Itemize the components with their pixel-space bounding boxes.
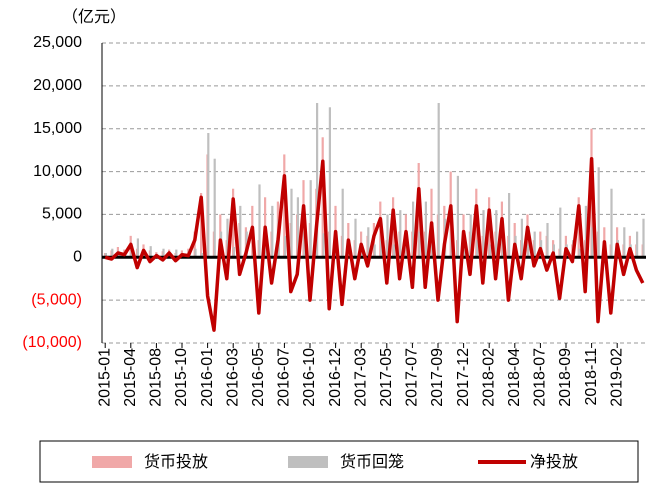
x-tick-label: 2017-05 <box>378 348 395 407</box>
bar <box>303 231 306 258</box>
bar <box>354 218 357 258</box>
bar <box>136 238 139 258</box>
bar <box>341 188 344 258</box>
x-tick-label: 2016-05 <box>250 348 267 407</box>
bar <box>488 244 491 258</box>
bar <box>463 240 466 258</box>
bar <box>597 167 600 258</box>
x-tick-label: 2017-03 <box>352 348 369 407</box>
bar <box>527 244 530 258</box>
bar <box>232 247 235 258</box>
x-tick-label: 2019-02 <box>608 348 625 407</box>
bar <box>111 248 114 258</box>
bar <box>399 210 402 258</box>
bar <box>520 218 523 258</box>
bar <box>232 188 235 258</box>
y-tick-label: 25,000 <box>33 34 82 51</box>
bar <box>392 244 395 258</box>
bar <box>508 193 511 258</box>
bar <box>162 248 165 258</box>
x-tick-label: 2016-12 <box>327 348 344 407</box>
x-tick-label: 2018-02 <box>480 348 497 407</box>
x-tick-label: 2015-08 <box>148 348 165 407</box>
x-tick-label: 2018-09 <box>557 348 574 407</box>
y-tick-label: (5,000) <box>31 291 82 308</box>
x-tick-label: 2018-07 <box>532 348 549 407</box>
legend-label: 净投放 <box>530 453 578 471</box>
bar <box>495 210 498 258</box>
bar <box>373 244 376 258</box>
bar <box>636 231 639 258</box>
bar <box>437 103 440 258</box>
bar <box>623 227 626 258</box>
x-tick-label: 2017-07 <box>404 348 421 407</box>
bar <box>200 193 203 258</box>
bar <box>476 240 479 258</box>
legend-swatch <box>288 456 328 468</box>
bar <box>367 227 370 258</box>
x-tick-label: 2017-12 <box>455 348 472 407</box>
bar <box>552 244 555 258</box>
legend-swatch <box>92 456 132 468</box>
net-line <box>104 156 645 332</box>
x-tick-label: 2016-07 <box>276 348 293 407</box>
bar <box>380 240 383 258</box>
bar <box>456 175 459 258</box>
legend-box <box>39 440 639 483</box>
bar <box>200 253 203 258</box>
bar <box>424 201 427 258</box>
x-tick-label: 2016-03 <box>224 348 241 407</box>
bar <box>226 218 229 258</box>
bar <box>207 133 210 258</box>
bar <box>533 231 536 258</box>
legend-label: 货币回笼 <box>340 453 404 471</box>
x-tick-label: 2018-11 <box>583 348 600 406</box>
y-tick-label: 15,000 <box>33 120 82 137</box>
bar <box>322 233 325 258</box>
bar <box>104 253 107 258</box>
x-tick-label: 2017-09 <box>429 348 446 407</box>
bar <box>213 158 216 258</box>
x-tick-label: 2015-10 <box>173 348 190 407</box>
x-tick-label: 2018-04 <box>506 348 523 407</box>
bar <box>239 205 242 258</box>
bar <box>271 205 274 258</box>
bar <box>194 248 197 258</box>
y-tick-label: (10,000) <box>22 334 82 351</box>
x-tick-label: 2015-01 <box>96 348 113 407</box>
bar <box>584 205 587 258</box>
x-tick-label: 2015-04 <box>122 348 139 407</box>
bar <box>412 201 415 258</box>
bar <box>546 223 549 258</box>
bar <box>328 107 331 258</box>
bar <box>283 154 286 258</box>
y-tick-label: 10,000 <box>33 163 82 180</box>
bar <box>418 231 421 258</box>
bar <box>296 197 299 258</box>
x-tick-label: 2016-10 <box>301 348 318 407</box>
legend-label: 货币投放 <box>144 453 208 471</box>
bar <box>469 214 472 258</box>
bar <box>482 210 485 258</box>
bar <box>284 235 287 258</box>
bar <box>386 214 389 258</box>
bar <box>175 249 178 258</box>
x-tick-label: 2016-01 <box>199 348 216 407</box>
bar <box>591 227 594 258</box>
bar <box>578 248 581 258</box>
bar <box>642 218 645 258</box>
bar <box>316 103 319 258</box>
y-unit: （亿元） <box>62 8 126 26</box>
bar <box>149 246 152 258</box>
bar <box>290 188 293 258</box>
bar <box>610 188 613 258</box>
y-tick-label: 5,000 <box>42 206 82 223</box>
bar <box>258 184 261 258</box>
bar <box>559 207 562 258</box>
y-tick-label: 0 <box>73 249 82 266</box>
bar <box>309 180 312 258</box>
y-tick-label: 20,000 <box>33 77 82 94</box>
